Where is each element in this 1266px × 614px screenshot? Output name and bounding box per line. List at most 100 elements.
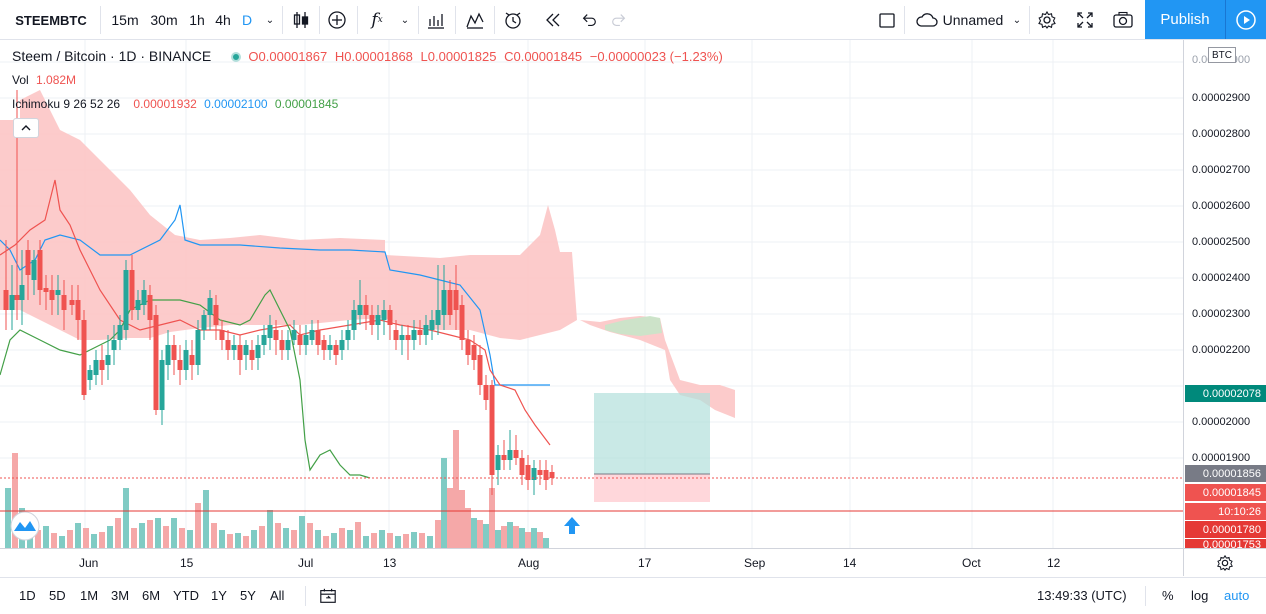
volume-bar <box>219 530 225 548</box>
candle-body <box>231 345 237 350</box>
range-6m[interactable]: 6M <box>142 588 161 603</box>
candle-body <box>303 335 309 345</box>
candle-body <box>87 370 93 380</box>
candle-body <box>61 295 67 310</box>
candle-body <box>327 345 333 350</box>
range-1y[interactable]: 1Y <box>211 588 227 603</box>
candle-body <box>333 345 339 355</box>
select-box-icon[interactable] <box>874 0 900 40</box>
gear-icon[interactable] <box>1032 0 1062 40</box>
candle-body <box>189 355 195 365</box>
candle-body <box>117 325 123 340</box>
volume-bar <box>331 533 337 548</box>
volume-bar <box>299 516 305 548</box>
timeframe-30m[interactable]: 30m <box>150 12 178 28</box>
candle-body <box>549 472 555 478</box>
range-3m[interactable]: 3M <box>111 588 130 603</box>
volume-bar <box>543 538 549 548</box>
chart-pane[interactable]: Steem / Bitcoin · 1D · BINANCE O0.000018… <box>0 40 1183 548</box>
candle-body <box>465 340 471 355</box>
candle-body <box>123 270 129 330</box>
log-toggle[interactable]: log <box>1191 588 1209 603</box>
alert-icon[interactable] <box>498 0 528 40</box>
candle-body <box>309 330 315 340</box>
timeframe-15m[interactable]: 15m <box>111 12 139 28</box>
add-compare-icon[interactable] <box>322 0 352 40</box>
redo-icon[interactable] <box>604 0 634 40</box>
volume-bar <box>99 532 105 548</box>
candle-body <box>279 340 285 350</box>
volume-bar <box>355 522 361 548</box>
volume-bar <box>147 520 153 548</box>
price-chart[interactable] <box>0 40 1183 548</box>
candle-body <box>297 335 303 345</box>
fullscreen-icon[interactable] <box>1070 0 1100 40</box>
price-label: 0.00002400 <box>1192 272 1251 284</box>
candle-body <box>49 290 55 300</box>
volume-bar <box>163 526 169 548</box>
candle-body <box>93 360 99 375</box>
publish-button[interactable]: Publish <box>1145 0 1225 39</box>
volume-bar <box>51 533 57 548</box>
volume-bar <box>379 530 385 548</box>
volume-bar <box>507 522 513 548</box>
ichimoku-cloud <box>580 316 735 418</box>
price-label: 0.00002600 <box>1192 200 1251 212</box>
timeframe-1h[interactable]: 1h <box>189 12 205 28</box>
bottom-toolbar: 1D 5D 1M 3M 6M YTD 1Y 5Y All 13:49:33 (U… <box>0 577 1266 614</box>
candle-body <box>357 305 363 315</box>
chevron-down-icon[interactable]: ⌄ <box>400 14 410 26</box>
timeframe-d[interactable]: D <box>241 12 253 28</box>
candle-body <box>111 340 117 350</box>
replay-icon[interactable] <box>538 0 568 40</box>
candle-body <box>159 360 165 410</box>
range-1m[interactable]: 1M <box>80 588 99 603</box>
chart-settings-gear-icon[interactable] <box>1183 548 1266 576</box>
symbol-search[interactable]: STEEMBTC <box>15 12 87 28</box>
time-label: Aug <box>518 556 540 570</box>
price-tag-close: 0.00001845 <box>1185 484 1266 501</box>
legend-title: Steem / Bitcoin · 1D · BINANCE <box>12 48 212 64</box>
currency-label[interactable]: BTC <box>1208 47 1236 63</box>
cloud-icon <box>912 0 942 40</box>
candles-icon[interactable] <box>286 0 316 40</box>
collapse-legend-button[interactable] <box>13 118 39 138</box>
price-label: 0.00002900 <box>1192 92 1251 104</box>
price-axis[interactable]: 0.00002900 0.00002900 0.00002800 0.00002… <box>1183 40 1266 548</box>
profit-zone <box>594 393 710 474</box>
range-1d[interactable]: 1D <box>19 588 36 603</box>
candle-body <box>75 300 81 320</box>
compare-icon[interactable] <box>460 0 490 40</box>
time-axis[interactable]: Jun 15 Jul 13 Aug 17 Sep 14 Oct 12 <box>0 548 1183 576</box>
play-icon[interactable] <box>1225 0 1266 39</box>
range-all[interactable]: All <box>270 588 285 603</box>
range-5d[interactable]: 5D <box>49 588 66 603</box>
date-range-icon[interactable] <box>319 587 337 608</box>
undo-icon[interactable] <box>574 0 604 40</box>
divider <box>1029 6 1030 34</box>
timeframe-4h[interactable]: 4h <box>215 12 231 28</box>
candle-body <box>81 320 87 395</box>
camera-icon[interactable] <box>1108 0 1138 40</box>
candle-body <box>459 305 465 340</box>
candle-body <box>471 345 477 360</box>
layout-name[interactable]: Unnamed <box>942 12 1004 28</box>
time-label: 14 <box>843 556 857 570</box>
divider <box>904 6 905 34</box>
candle-body <box>207 298 213 315</box>
chevron-down-icon[interactable]: ⌄ <box>265 14 275 26</box>
candle-body <box>519 458 525 475</box>
percent-toggle[interactable]: % <box>1162 588 1174 603</box>
range-ytd[interactable]: YTD <box>173 588 199 603</box>
auto-toggle[interactable]: auto <box>1224 588 1250 603</box>
volume-bar <box>441 458 447 548</box>
templates-icon[interactable] <box>421 0 451 40</box>
status-dot-icon <box>230 52 241 62</box>
chevron-down-icon[interactable]: ⌄ <box>1012 14 1022 26</box>
candle-body <box>321 340 327 350</box>
range-5y[interactable]: 5Y <box>240 588 256 603</box>
utc-clock[interactable]: 13:49:33 (UTC) <box>1037 588 1127 603</box>
price-tag-last: 0.00001856 <box>1185 465 1266 482</box>
volume-bar <box>115 518 121 548</box>
